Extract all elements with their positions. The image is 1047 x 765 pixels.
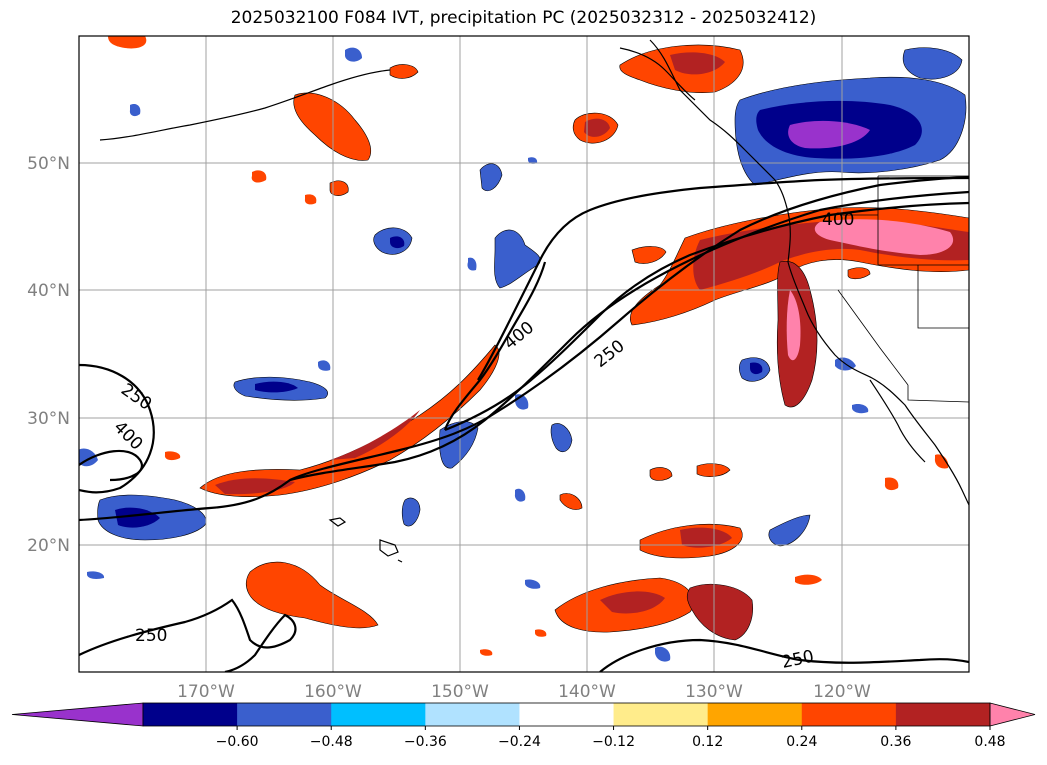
colorbar-outline xyxy=(142,702,991,727)
colorbar-tick-label: −0.60 xyxy=(216,734,259,750)
colorbar-tick-label: 0.24 xyxy=(786,734,817,750)
gridlines xyxy=(79,36,969,672)
colorbar-tick-label: 0.36 xyxy=(880,734,911,750)
contour-label: 400 xyxy=(822,210,854,230)
lon-label: 120°W xyxy=(813,682,871,702)
colorbar-bin xyxy=(613,703,709,726)
colorbar-bin xyxy=(895,703,991,726)
latitude-labels: 50°N 40°N 30°N 20°N xyxy=(27,154,70,556)
lat-label: 20°N xyxy=(27,536,70,556)
lon-label: 170°W xyxy=(177,682,235,702)
colorbar-bin xyxy=(331,703,426,726)
precip-positive-regions xyxy=(108,36,969,656)
contour-label: 250 xyxy=(135,626,167,646)
colorbar-extend-low xyxy=(11,702,144,727)
colorbar-bin xyxy=(143,703,238,726)
colorbar-bin xyxy=(801,703,897,726)
colorbar: −0.60 −0.48 −0.36 −0.24 −0.12 0.12 0.24 0.36 0.4… xyxy=(11,702,1036,750)
map-title: 2025032100 F084 IVT, precipitation PC (2… xyxy=(230,8,817,28)
lon-label: 130°W xyxy=(685,682,743,702)
state-borders xyxy=(837,175,969,403)
lon-label: 150°W xyxy=(431,682,489,702)
colorbar-extend-high xyxy=(989,702,1036,727)
colorbar-tick-label: 0.48 xyxy=(974,734,1005,750)
lat-label: 50°N xyxy=(27,154,70,174)
colorbar-tick-label: −0.48 xyxy=(310,734,353,750)
longitude-labels: 170°W 160°W 150°W 140°W 130°W 120°W xyxy=(177,682,871,702)
colorbar-tick-label: −0.36 xyxy=(404,734,447,750)
ivt-contours xyxy=(79,175,969,672)
colorbar-tick-label: −0.24 xyxy=(498,734,541,750)
coastlines xyxy=(99,39,969,563)
lat-label: 40°N xyxy=(27,281,70,301)
colorbar-bin xyxy=(425,703,520,726)
lon-label: 140°W xyxy=(558,682,616,702)
lat-label: 30°N xyxy=(27,409,70,429)
colorbar-tick-label: −0.12 xyxy=(592,734,635,750)
colorbar-bin xyxy=(519,703,615,726)
colorbar-bin xyxy=(707,703,803,726)
map-frame xyxy=(78,35,970,673)
colorbar-tick-label: 0.12 xyxy=(692,734,723,750)
colorbar-bin xyxy=(237,703,332,726)
lon-label: 160°W xyxy=(304,682,362,702)
map-area: 250 400 400 250 250 400 250 xyxy=(79,36,969,672)
